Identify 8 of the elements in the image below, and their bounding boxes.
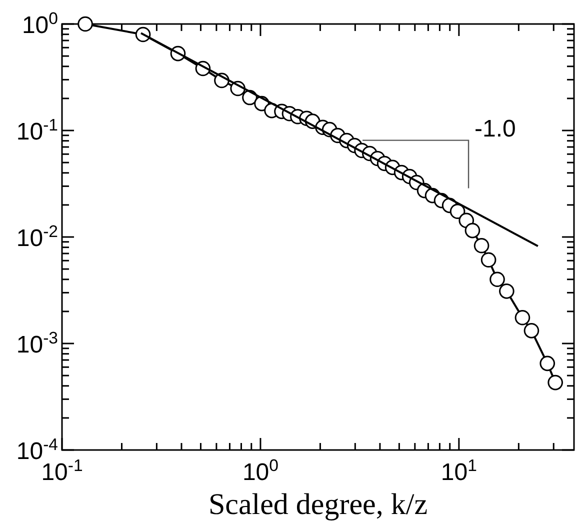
x-axis-title: Scaled degree, k/z [208, 488, 428, 521]
annotation: -1.0 [474, 115, 516, 142]
y-tick-label: 10$^{-1}$ [16, 115, 58, 146]
y-tick-label: 10$^{0}$ [22, 8, 58, 39]
x-tick-label: 10$^{1}$ [440, 456, 477, 486]
y-tick-label: 10$^{-3}$ [16, 328, 58, 358]
y-tick-label: 10$^{-2}$ [16, 222, 58, 252]
x-tick-label: 10$^{0}$ [242, 456, 278, 486]
